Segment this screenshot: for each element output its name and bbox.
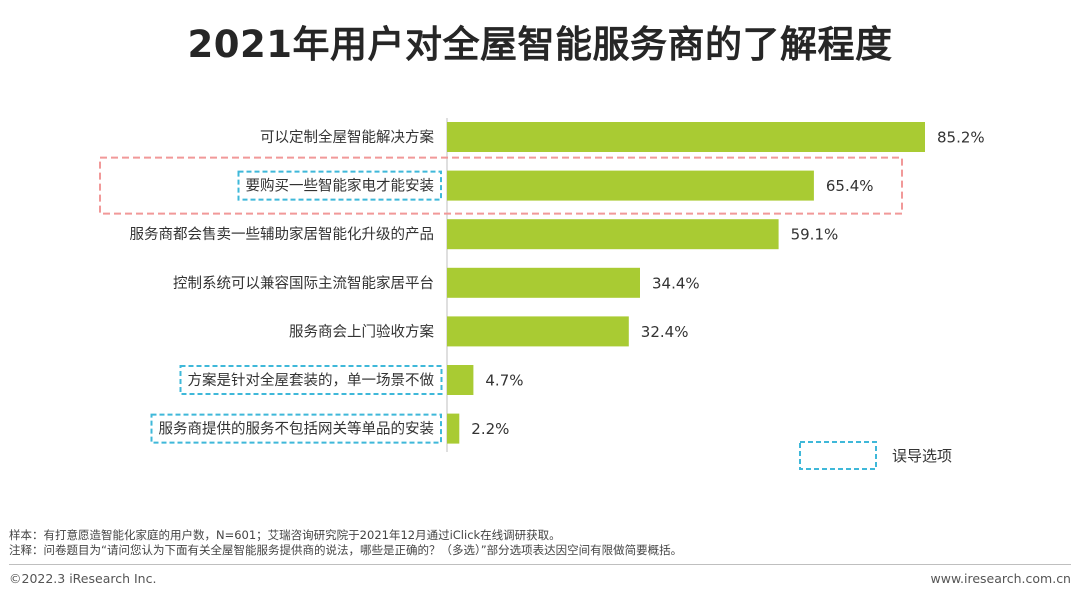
legend-swatch	[799, 441, 877, 470]
bar	[447, 413, 460, 444]
website-text: www.iresearch.com.cn	[930, 571, 1072, 586]
chart-title: 2021年用户对全屋智能服务商的了解程度	[187, 23, 893, 66]
value-label: 2.2%	[471, 420, 509, 438]
bar	[447, 267, 640, 298]
value-label: 59.1%	[791, 226, 839, 244]
copyright-text: ©2022.3 iResearch Inc.	[9, 571, 157, 586]
misleading-box	[237, 170, 442, 201]
value-label: 65.4%	[826, 177, 874, 195]
category-label: 可以定制全屋智能解决方案	[260, 128, 434, 146]
footer-divider	[9, 564, 1071, 565]
bar	[447, 122, 925, 152]
category-label: 服务商会上门验收方案	[289, 322, 434, 340]
value-label: 4.7%	[485, 372, 523, 390]
bar	[447, 316, 629, 347]
category-label: 方案是针对全屋套装的，单一场景不做	[188, 371, 435, 389]
category-label: 要购买一些智能家电才能安装	[246, 178, 435, 195]
category-label: 服务商都会售卖一些辅助家居智能化升级的产品	[130, 226, 435, 243]
value-label: 85.2%	[937, 129, 985, 147]
question-note: 注释：问卷题目为“请问您认为下面有关全屋智能服务提供商的说法，哪些是正确的？（多…	[9, 543, 683, 557]
category-label: 服务商提供的服务不包括网关等单品的安装	[159, 420, 435, 438]
value-label: 32.4%	[641, 323, 689, 341]
sample-note: 样本：有打意愿造智能化家庭的用户数，N=601；艾瑞咨询研究院于2021年12月…	[9, 528, 561, 542]
bar	[447, 219, 779, 250]
notes: 样本：有打意愿造智能化家庭的用户数，N=601；艾瑞咨询研究院于2021年12月…	[9, 528, 682, 558]
highlight-row-box	[99, 156, 903, 215]
value-label: 34.4%	[652, 274, 700, 292]
misleading-box	[150, 413, 442, 444]
legend-label: 误导选项	[892, 447, 952, 465]
bar	[447, 170, 814, 201]
bar	[447, 365, 474, 395]
misleading-box	[179, 365, 443, 395]
bar-chart: 可以定制全屋智能解决方案 85.2% 要购买一些智能家电才能安装 65.4% 服务商都会…	[99, 118, 985, 470]
category-label: 控制系统可以兼容国际主流智能家居平台	[173, 275, 434, 292]
